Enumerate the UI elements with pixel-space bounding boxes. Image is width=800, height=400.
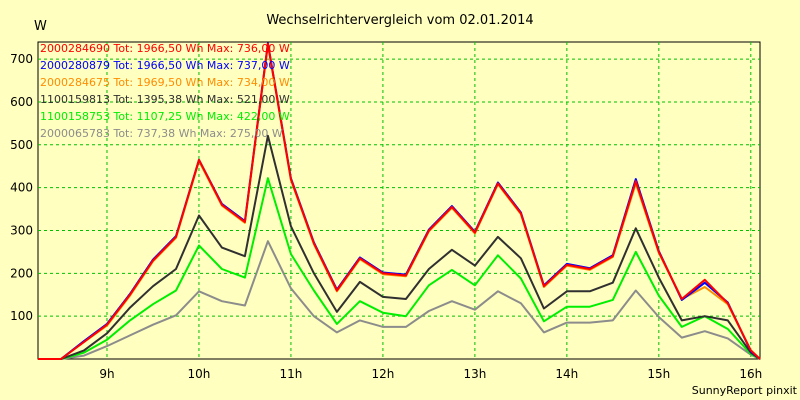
x-tick-label: 9h	[99, 367, 114, 381]
y-axis-unit: W	[34, 19, 47, 34]
x-tick-label: 12h	[371, 367, 394, 381]
series-line-4	[38, 134, 761, 360]
plot-area	[37, 41, 761, 360]
legend-entry-1: 2000284690 Tot: 1966,50 Wh Max: 736,00 W	[40, 42, 290, 55]
x-tick-label: 16h	[739, 367, 762, 381]
x-tick-label: 10h	[188, 367, 211, 381]
legend-entry-4: 1100159813 Tot: 1395,38 Wh Max: 521,00 W	[40, 93, 290, 106]
footer-credit: SunnyReport pinxit	[692, 384, 798, 397]
y-tick-label: 600	[10, 95, 33, 109]
y-tick-label: 500	[10, 138, 33, 152]
legend-entry-2: 2000280879 Tot: 1966,50 Wh Max: 737,00 W	[40, 59, 290, 72]
x-tick-label: 14h	[555, 367, 578, 381]
y-tick-label: 400	[10, 181, 33, 195]
legend: 2000284690 Tot: 1966,50 Wh Max: 736,00 W…	[40, 42, 290, 140]
x-axis-ticks: 9h 10h 11h 12h 13h 14h 15h 16h	[99, 367, 762, 381]
y-axis-ticks: 100 200 300 400 500 600 700	[10, 52, 33, 323]
chart-title: Wechselrichtervergleich vom 02.01.2014	[266, 13, 533, 28]
legend-entry-5: 1100158753 Tot: 1107,25 Wh Max: 422,00 W	[40, 110, 290, 123]
x-tick-label: 11h	[279, 367, 302, 381]
y-tick-label: 100	[10, 309, 33, 323]
series-layer	[38, 42, 761, 360]
grid	[38, 42, 760, 359]
legend-entry-3: 2000284675 Tot: 1969,50 Wh Max: 734,00 W	[40, 76, 290, 89]
legend-entry-6: 2000065783 Tot: 737,38 Wh Max: 275,00 W	[40, 127, 283, 140]
y-tick-label: 200	[10, 266, 33, 280]
y-tick-label: 700	[10, 52, 33, 66]
series-line-5	[38, 177, 761, 360]
x-tick-label: 15h	[647, 367, 670, 381]
y-tick-label: 300	[10, 223, 33, 237]
series-line-1	[38, 42, 761, 360]
x-tick-label: 13h	[463, 367, 486, 381]
series-line-6	[38, 240, 761, 360]
